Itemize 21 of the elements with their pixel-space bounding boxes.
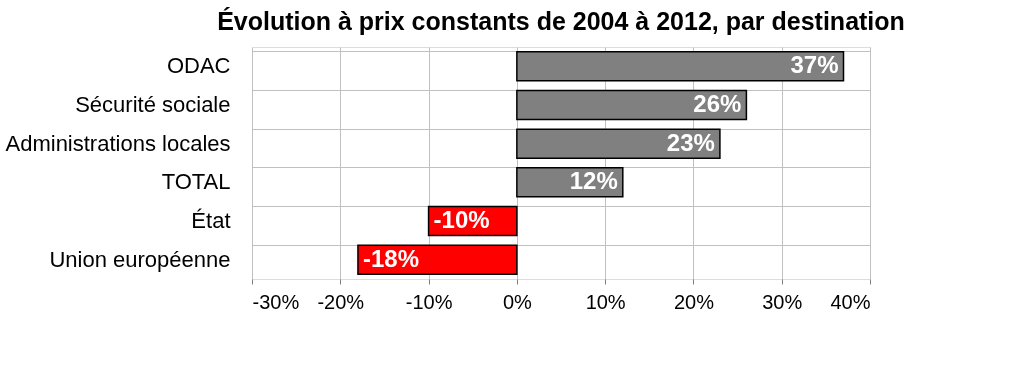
x-tick-label: 0% <box>502 290 533 313</box>
x-tick-label: -20% <box>317 290 365 313</box>
data-label: -18% <box>362 244 419 272</box>
x-tick-label: -30% <box>252 290 300 313</box>
y-tick-label: Administrations locales <box>5 130 231 156</box>
y-tick-label: ODAC <box>166 53 231 79</box>
x-tick-label: 10% <box>585 290 626 313</box>
data-label: -10% <box>433 206 490 233</box>
y-tick-label: Union européenne <box>49 246 231 272</box>
x-tick-label: 30% <box>762 290 803 313</box>
data-label: 26% <box>693 90 742 117</box>
data-label: 12% <box>569 167 618 195</box>
y-tick-label: TOTAL <box>161 169 231 195</box>
data-label: 23% <box>666 128 715 156</box>
x-tick-label: -10% <box>405 290 453 313</box>
data-label: 37% <box>790 51 839 79</box>
y-tick-label: État <box>191 208 231 233</box>
y-tick-label: Sécurité sociale <box>75 92 231 117</box>
x-tick-label: 20% <box>673 290 715 313</box>
x-tick-label: 40% <box>830 290 871 313</box>
chart-title: Évolution à prix constants de 2004 à 2012, par destination <box>217 7 905 35</box>
